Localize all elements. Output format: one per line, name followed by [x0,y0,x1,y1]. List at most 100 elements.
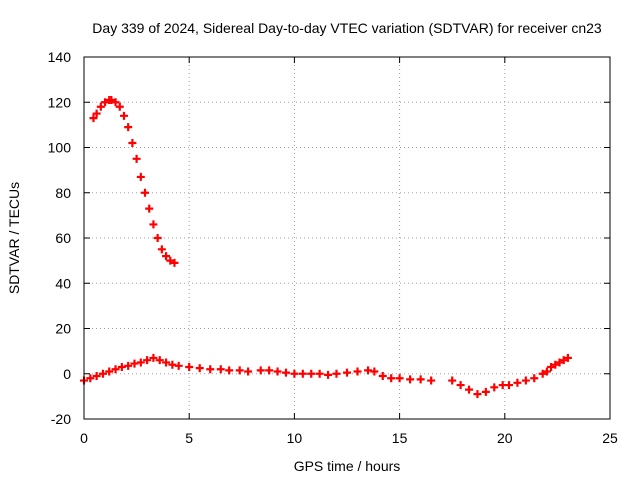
data-point [115,102,124,111]
data-point [136,172,145,181]
plot-frame [83,56,611,420]
data-point [530,374,539,383]
data-points-layer [80,95,572,399]
data-point [490,383,499,392]
data-point [481,387,490,396]
data-point [395,374,404,383]
data-point [298,369,307,378]
y-tick-label: 60 [55,230,71,246]
data-point [92,372,101,381]
data-point [307,369,316,378]
data-point [128,138,137,147]
data-point [149,220,158,229]
data-point [141,188,150,197]
series-0 [89,95,179,267]
x-tick-label: 5 [185,430,193,446]
data-point [185,362,194,371]
data-point [343,368,351,377]
x-tick-label: 20 [497,430,513,446]
data-point [117,362,126,371]
data-point [162,252,171,261]
data-point [551,360,560,369]
data-point [547,362,556,371]
data-point [195,364,204,373]
data-point [521,376,530,385]
series-1 [80,353,572,399]
data-point [162,358,171,367]
x-tick-label: 10 [287,430,303,446]
x-tick-label: 15 [392,430,408,446]
data-point [370,367,379,376]
data-point [216,365,225,374]
data-point [324,370,333,379]
y-tick-label: 80 [55,185,71,201]
data-point [555,358,564,367]
y-tick-label: 100 [48,140,72,156]
data-point [427,376,436,385]
y-tick-label: 40 [55,275,71,291]
data-point [513,378,522,387]
data-point [265,366,274,375]
data-point [256,366,265,375]
data-point [559,356,568,365]
data-point [448,376,457,385]
data-point [465,385,474,394]
data-point [563,353,572,362]
data-point [105,367,114,376]
data-point [456,381,465,390]
data-point [111,365,120,374]
data-point [406,375,415,384]
data-point [157,245,166,254]
data-point [107,95,116,104]
data-point [92,109,101,118]
ticks-layer: 0 5 10 15 20 25 -20 0 20 40 60 80 100 120 140 [48,49,618,446]
y-tick-label: 140 [48,49,72,65]
data-point [124,123,133,132]
data-point [378,372,387,381]
data-point [273,367,282,376]
data-point [353,367,362,376]
data-point [364,366,373,375]
x-axis-title: GPS time / hours [294,458,401,474]
x-tick-label: 25 [602,430,618,446]
data-point [281,368,290,377]
x-tick-label: 0 [80,430,88,446]
data-point [124,361,133,370]
data-point [505,381,514,390]
data-point [332,369,341,378]
y-tick-label: 0 [63,366,71,382]
data-point [225,366,234,375]
y-tick-label: 120 [48,94,72,110]
data-point [155,356,164,365]
data-point [538,369,547,378]
data-point [132,154,141,163]
data-point [130,359,139,368]
data-point [96,102,105,111]
data-point [86,374,95,383]
y-axis-title: SDTVAR / TECUs [6,182,22,294]
chart-title: Day 339 of 2024, Sidereal Day-to-day VTE… [92,20,602,36]
data-point [542,367,551,376]
data-point [315,369,324,378]
y-tick-label: 20 [55,321,71,337]
data-point [166,256,175,265]
data-point [206,365,215,374]
data-point [473,390,482,399]
data-point [149,353,158,362]
data-point [153,234,162,242]
y-tick-label: -20 [51,411,71,427]
data-point [111,98,120,107]
data-point [101,98,110,107]
data-point [89,114,98,123]
data-point [235,366,244,375]
data-point [143,356,152,365]
data-point [416,375,425,384]
data-point [174,361,183,370]
data-point [387,374,396,383]
data-point [119,111,128,120]
data-point [244,367,253,376]
data-point [290,369,299,378]
data-point [168,360,177,369]
data-point [145,204,154,213]
